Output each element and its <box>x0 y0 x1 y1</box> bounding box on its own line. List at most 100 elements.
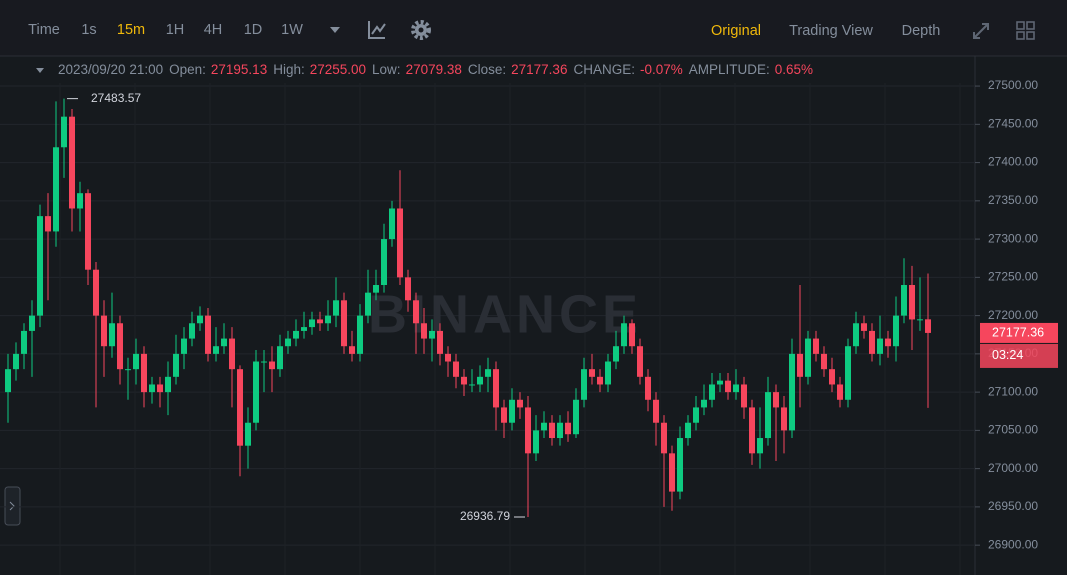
interval-tab[interactable]: 1s <box>81 22 96 38</box>
info-label: Open: <box>169 62 206 77</box>
candle-body <box>229 338 235 370</box>
interval-tab[interactable]: 1D <box>244 22 263 38</box>
candle-body <box>501 407 507 423</box>
candle-body <box>341 300 347 347</box>
dropdown-icon[interactable] <box>330 27 340 33</box>
candle-body <box>53 147 59 232</box>
candle-body <box>837 384 843 400</box>
candle-body <box>797 353 803 377</box>
candle-body <box>605 361 611 385</box>
candle-body <box>877 338 883 354</box>
candle-body <box>21 330 27 354</box>
candle-body <box>557 422 563 439</box>
candle-body <box>533 430 539 454</box>
candle-body <box>389 208 395 240</box>
candle-body <box>301 327 307 331</box>
candle-body <box>413 300 419 324</box>
candle-body <box>397 208 403 278</box>
candle-body <box>61 116 67 148</box>
interval-tab[interactable]: Time <box>28 22 60 38</box>
max-label: 27483.57 <box>91 91 141 105</box>
candle-body <box>749 407 755 454</box>
info-value: 27079.38 <box>406 62 462 77</box>
candle-body <box>821 353 827 370</box>
candle-body <box>773 392 779 408</box>
candle-body <box>117 323 123 370</box>
info-time: 2023/09/20 21:00 <box>58 62 163 77</box>
candle-body <box>733 384 739 393</box>
side-toggle[interactable] <box>4 486 21 526</box>
interval-tab[interactable]: 1W <box>281 22 303 38</box>
candle-body <box>477 376 483 385</box>
candle-body <box>157 384 163 393</box>
interval-tab[interactable]: 15m <box>117 22 145 38</box>
candle-body <box>349 346 355 354</box>
candle-body <box>597 376 603 385</box>
candle-body <box>197 315 203 324</box>
candle-body <box>381 239 387 286</box>
candle-body <box>757 438 763 454</box>
candle-body <box>461 376 467 385</box>
candle-body <box>165 376 171 393</box>
candle-body <box>685 422 691 439</box>
watermark: BINANCE <box>368 284 642 344</box>
candle-body <box>901 285 907 316</box>
view-tab[interactable]: Trading View <box>789 23 873 39</box>
candle-body <box>621 323 627 347</box>
candle-body <box>645 376 651 400</box>
candle-body <box>709 384 715 400</box>
candle-body <box>781 407 787 431</box>
candle-body <box>789 353 795 431</box>
candle-body <box>445 353 451 362</box>
y-tick-label: 27250.00 <box>988 270 1038 284</box>
y-tick-label: 26900.00 <box>988 537 1038 551</box>
fullscreen-icon[interactable] <box>973 23 989 39</box>
candle-body <box>717 380 723 385</box>
candle-body <box>893 315 899 347</box>
info-value: 27195.13 <box>211 62 267 77</box>
candle-body <box>669 453 675 492</box>
info-collapse-icon[interactable] <box>36 68 44 73</box>
price-tag <box>980 322 1058 343</box>
candle-body <box>925 319 931 333</box>
candle-body <box>365 292 371 316</box>
candle-body <box>589 369 595 377</box>
candle-body <box>13 353 19 370</box>
candle-body <box>357 315 363 354</box>
info-value: -0.07% <box>640 62 683 77</box>
view-tab[interactable]: Original <box>711 23 761 39</box>
candle-body <box>693 407 699 423</box>
y-tick-label: 27350.00 <box>988 193 1038 207</box>
candle-body <box>829 369 835 385</box>
info-label: High: <box>273 62 305 77</box>
candle-body <box>189 323 195 339</box>
interval-tab[interactable]: 1H <box>166 22 185 38</box>
indicator-icon[interactable] <box>368 21 386 39</box>
candle-body <box>573 399 579 435</box>
candle-body <box>237 369 243 446</box>
candle-body <box>133 353 139 370</box>
y-tick-label: 27050.00 <box>988 423 1038 437</box>
info-value: 0.65% <box>775 62 813 77</box>
min-label: 26936.79 <box>460 509 510 523</box>
info-bar: 2023/09/20 21:00 Open: 27195.13 High: 27255.… <box>58 62 813 77</box>
candle-body <box>653 399 659 423</box>
countdown-tag <box>980 343 1058 368</box>
view-tab[interactable]: Depth <box>902 23 941 39</box>
layout-icon[interactable] <box>1016 21 1035 40</box>
candle-body <box>101 315 107 347</box>
candle-body <box>317 319 323 324</box>
interval-tab[interactable]: 4H <box>204 22 223 38</box>
candle-body <box>181 338 187 354</box>
candle-body <box>109 323 115 347</box>
candle-body <box>253 361 259 423</box>
info-label: Close: <box>468 62 506 77</box>
candle-body <box>141 353 147 393</box>
candle-body <box>269 361 275 370</box>
candle-body <box>453 361 459 377</box>
y-tick-label: 27100.00 <box>988 384 1038 398</box>
toolbar-bg <box>0 0 1067 56</box>
settings-icon[interactable] <box>411 20 431 40</box>
